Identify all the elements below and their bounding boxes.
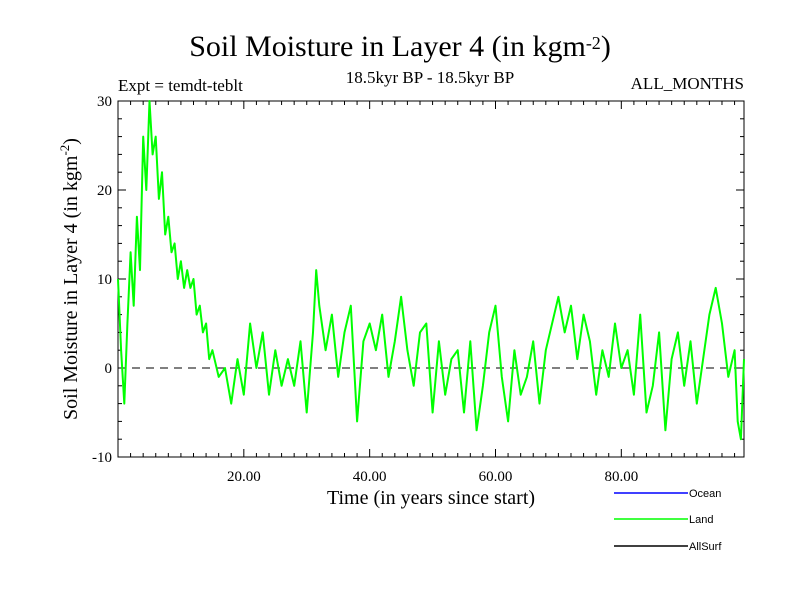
x-tick-label: 80.00 [604, 469, 638, 485]
y-tick-label: 20 [97, 183, 112, 199]
chart-title: Soil Moisture in Layer 4 (in kgm-2) [189, 30, 611, 63]
legend-label-land: Land [689, 514, 713, 526]
tick-labels: 20.00 40.00 60.00 80.00 -10 0 10 20 30 [92, 94, 638, 485]
y-tick-label: 10 [97, 272, 112, 288]
y-tick-label: 0 [105, 361, 113, 377]
x-tick-label: 20.00 [227, 469, 261, 485]
legend-label-ocean: Ocean [689, 488, 721, 500]
legend-label-allsurf: AllSurf [689, 541, 722, 553]
y-axis-label-sup: -2 [57, 145, 72, 156]
y-axis-label-main: Soil Moisture in Layer 4 (in kgm [60, 155, 82, 420]
y-tick-label: -10 [92, 450, 112, 466]
months-label: ALL_MONTHS [630, 74, 744, 93]
period-label: 18.5kyr BP - 18.5kyr BP [345, 68, 515, 87]
land-series-line [117, 100, 745, 441]
x-tick-label: 60.00 [479, 469, 513, 485]
x-tick-label: 40.00 [353, 469, 387, 485]
y-axis-label-end: ) [60, 138, 82, 145]
x-axis-label: Time (in years since start) [327, 487, 535, 509]
experiment-label: Expt = temdt-teblt [118, 76, 243, 95]
legend: Ocean Land AllSurf [614, 488, 722, 553]
y-axis-label: Soil Moisture in Layer 4 (in kgm-2) [57, 138, 82, 420]
y-tick-label: 30 [97, 94, 112, 110]
